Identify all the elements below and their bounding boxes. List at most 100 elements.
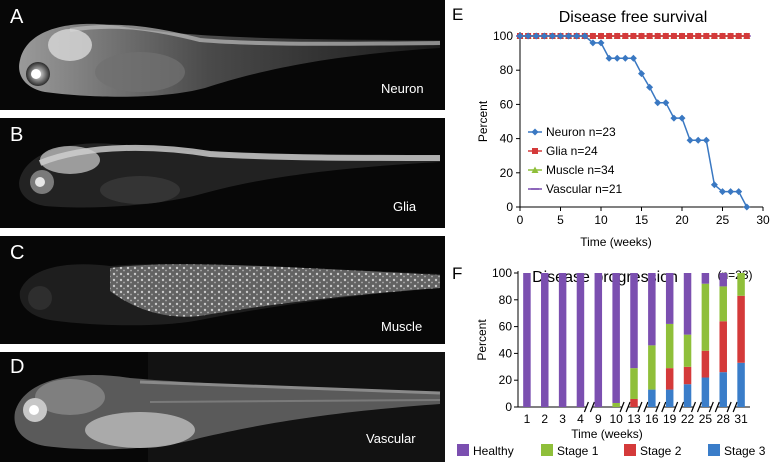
zebrafish-glia-image bbox=[19, 143, 441, 208]
series-group bbox=[516, 32, 751, 211]
legend-label: Neuron n=23 bbox=[546, 125, 616, 139]
data-point bbox=[702, 136, 710, 144]
legend-label: Stage 3 bbox=[724, 444, 766, 458]
axis-break-slash bbox=[714, 401, 720, 413]
bar-stack-week-4 bbox=[576, 273, 585, 407]
data-point bbox=[589, 33, 596, 39]
zebrafish-neuron-image bbox=[19, 23, 441, 97]
panel-caption-neuron: Neuron bbox=[381, 81, 424, 96]
y-tick-label: 80 bbox=[499, 293, 513, 307]
data-point bbox=[589, 39, 597, 47]
panel-letter-b: B bbox=[10, 124, 24, 146]
data-point bbox=[743, 203, 751, 211]
data-point bbox=[598, 33, 604, 39]
bar-segment-stage-3 bbox=[701, 377, 710, 407]
data-point bbox=[710, 181, 718, 189]
bar-segment-stage-1 bbox=[665, 323, 674, 369]
axis-break-slash bbox=[708, 401, 714, 413]
data-point bbox=[727, 33, 734, 39]
data-point bbox=[711, 33, 718, 39]
panel-letter-c: C bbox=[10, 242, 25, 264]
bar-segment-stage-3 bbox=[648, 389, 656, 407]
bar-stack-week-9 bbox=[594, 273, 603, 407]
bar-stack-week-1 bbox=[523, 273, 531, 407]
axis-break-slash bbox=[655, 401, 661, 413]
bar-segment-stage-3 bbox=[719, 372, 727, 407]
axes: 0 20 40 60 80 100 1 2 3 4 9 10 13 16 19 22 25 28 31 bbox=[492, 266, 750, 426]
data-point bbox=[622, 33, 629, 39]
axis-break-gap bbox=[622, 402, 629, 412]
axis-break-slash bbox=[583, 401, 589, 413]
bar-segment-stage-1 bbox=[612, 402, 620, 407]
axis-break-mark bbox=[673, 401, 685, 413]
micrograph-muscle: C Muscle bbox=[0, 236, 445, 344]
x-tick-label: 30 bbox=[756, 213, 770, 227]
axis-break-slash bbox=[619, 401, 625, 413]
panel-caption-vascular: Vascular bbox=[366, 431, 416, 446]
legend-swatch bbox=[541, 444, 553, 456]
y-tick-label: 40 bbox=[499, 346, 513, 360]
legend-label: Glia n=24 bbox=[546, 144, 598, 158]
bar-segment-healthy bbox=[630, 273, 638, 369]
data-point bbox=[540, 32, 548, 40]
y-axis-label: Percent bbox=[475, 319, 489, 361]
y-axis-label: Percent bbox=[476, 100, 490, 142]
y-tick-label: 60 bbox=[500, 97, 514, 111]
disease-progression-chart: Disease progression (n=23) Percent Time … bbox=[457, 266, 766, 458]
panel-letter-a: A bbox=[10, 6, 24, 28]
x-tick-label: 20 bbox=[675, 213, 689, 227]
bar-segment-stage-2 bbox=[737, 295, 745, 363]
micrograph-vascular: D Vascular bbox=[0, 352, 445, 462]
legend: Neuron n=23 Glia n=24 Muscle n=34 Vascular … bbox=[528, 125, 622, 196]
legend-label: Stage 1 bbox=[557, 444, 599, 458]
data-point bbox=[719, 188, 726, 196]
legend-marker bbox=[531, 166, 539, 173]
y-tick-label: 100 bbox=[493, 29, 513, 43]
x-tick-label: 16 bbox=[645, 412, 659, 426]
y-tick-label: 80 bbox=[500, 63, 514, 77]
data-point bbox=[670, 33, 677, 39]
y-tick-label: 0 bbox=[506, 200, 513, 214]
bar-segment-healthy bbox=[648, 273, 656, 346]
data-point bbox=[662, 33, 669, 39]
data-point bbox=[646, 33, 653, 39]
bar-segment-stage-3 bbox=[683, 384, 692, 407]
axis-break-slash bbox=[673, 401, 679, 413]
legend-item-vascular-n-21: Vascular n=21 bbox=[528, 182, 622, 196]
legend-item-stage-2: Stage 2 bbox=[624, 444, 682, 458]
data-point bbox=[573, 32, 581, 40]
axis-break-mark bbox=[655, 401, 667, 413]
x-tick-label: 2 bbox=[541, 412, 548, 426]
bar-segment-healthy bbox=[558, 273, 567, 407]
x-tick-label: 0 bbox=[517, 213, 524, 227]
y-tick-label: 0 bbox=[505, 400, 512, 414]
axis-break-gap bbox=[711, 402, 718, 412]
axis-break-slash bbox=[732, 401, 738, 413]
data-point bbox=[565, 32, 573, 40]
bar-segment-stage-2 bbox=[665, 368, 674, 390]
data-point bbox=[597, 39, 605, 47]
axis-break-gap bbox=[657, 402, 664, 412]
data-point bbox=[557, 32, 564, 40]
data-point bbox=[581, 32, 589, 40]
legend-item-stage-1: Stage 1 bbox=[541, 444, 599, 458]
bar-stack-week-3 bbox=[558, 273, 567, 407]
x-tick-label: 9 bbox=[595, 412, 602, 426]
axis-break-mark bbox=[619, 401, 631, 413]
legend-marker bbox=[531, 128, 539, 136]
legend-item-glia-n-24: Glia n=24 bbox=[528, 144, 598, 158]
x-axis-label: Time (weeks) bbox=[580, 235, 652, 249]
x-axis-label: Time (weeks) bbox=[571, 427, 643, 441]
axis-break-gap bbox=[639, 402, 646, 412]
zebrafish-muscle-image bbox=[19, 263, 440, 326]
data-point bbox=[524, 32, 532, 40]
bar-segment-healthy bbox=[594, 273, 603, 407]
data-point bbox=[678, 114, 686, 122]
axis-break-gap bbox=[729, 402, 736, 412]
legend-item-healthy: Healthy bbox=[457, 444, 514, 458]
legend-item-stage-3: Stage 3 bbox=[708, 444, 766, 458]
legend-swatch bbox=[708, 444, 720, 456]
axis-break-slash bbox=[690, 401, 697, 413]
panel-caption-glia: Glia bbox=[393, 199, 417, 214]
data-point bbox=[719, 33, 726, 39]
